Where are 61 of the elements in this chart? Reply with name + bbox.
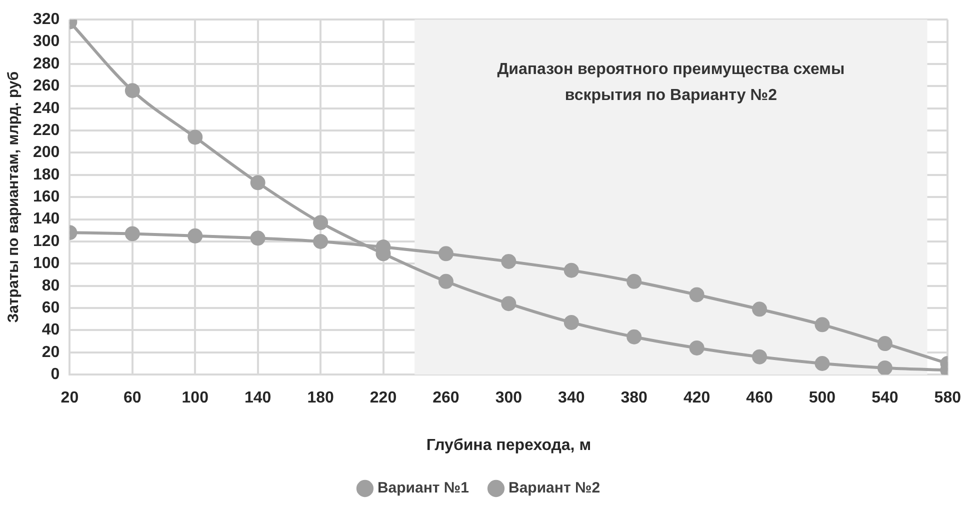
point bbox=[752, 349, 768, 364]
y-tick-label: 80 bbox=[42, 277, 60, 294]
x-tick-label: 460 bbox=[746, 390, 773, 407]
x-tick-label: 140 bbox=[244, 390, 272, 407]
point bbox=[877, 360, 892, 375]
point bbox=[250, 230, 266, 246]
y-tick-label: 280 bbox=[32, 55, 60, 72]
legend-label: Вариант №1 bbox=[377, 480, 470, 497]
y-tick-label: 0 bbox=[50, 366, 60, 384]
x-tick-label: 420 bbox=[683, 390, 710, 407]
y-tick-label: 320 bbox=[32, 11, 60, 28]
y-tick-label: 120 bbox=[32, 232, 60, 250]
point bbox=[564, 262, 579, 278]
y-tick-label: 140 bbox=[32, 210, 60, 228]
point bbox=[124, 226, 140, 242]
point bbox=[814, 317, 830, 332]
x-tick-label: 100 bbox=[182, 390, 209, 407]
x-tick-label: 540 bbox=[872, 390, 898, 407]
y-tick-label: 100 bbox=[32, 255, 60, 272]
y-tick-label: 180 bbox=[32, 166, 60, 184]
y-tick-label: 20 bbox=[42, 344, 60, 361]
point bbox=[188, 130, 203, 145]
point bbox=[626, 329, 642, 344]
x-tick-label: 180 bbox=[307, 390, 334, 407]
x-tick-label: 380 bbox=[620, 390, 648, 407]
point bbox=[438, 274, 454, 289]
x-tick-label: 20 bbox=[60, 390, 79, 407]
point bbox=[501, 296, 516, 312]
point bbox=[313, 215, 328, 230]
point bbox=[124, 83, 140, 98]
y-tick-label: 160 bbox=[32, 188, 60, 206]
x-tick-label: 300 bbox=[495, 390, 522, 407]
y-tick-label: 60 bbox=[42, 299, 60, 316]
y-axis-title: Затраты по вариантам, млрд. руб bbox=[5, 71, 22, 323]
x-tick-label: 260 bbox=[432, 390, 460, 407]
point bbox=[501, 254, 516, 269]
y-tick-label: 260 bbox=[32, 78, 60, 95]
point bbox=[814, 356, 830, 372]
y-tick-label: 300 bbox=[32, 33, 60, 50]
x-axis-title: Глубина перехода, м bbox=[426, 436, 592, 454]
y-tick-label: 240 bbox=[32, 100, 60, 117]
x-tick-label: 60 bbox=[124, 390, 142, 407]
point bbox=[626, 274, 642, 289]
point bbox=[313, 234, 328, 249]
x-tick-label: 340 bbox=[558, 390, 585, 407]
point bbox=[689, 340, 704, 356]
y-tick-label: 220 bbox=[32, 122, 60, 139]
y-tick-label: 200 bbox=[32, 144, 60, 162]
point bbox=[250, 175, 266, 190]
y-tick-label: 40 bbox=[42, 322, 60, 339]
point bbox=[564, 314, 579, 330]
point bbox=[752, 302, 768, 317]
x-tick-label: 580 bbox=[934, 390, 962, 407]
band-label: Диапазон вероятного преимущества схемы вскрытия по Варианту №2 bbox=[497, 61, 845, 104]
point bbox=[188, 228, 203, 244]
point bbox=[689, 287, 704, 302]
x-tick-label: 500 bbox=[808, 390, 836, 407]
legend-label: Вариант №2 bbox=[508, 480, 600, 497]
point bbox=[438, 246, 454, 262]
x-tick-label: 220 bbox=[370, 390, 397, 407]
point bbox=[877, 336, 892, 352]
